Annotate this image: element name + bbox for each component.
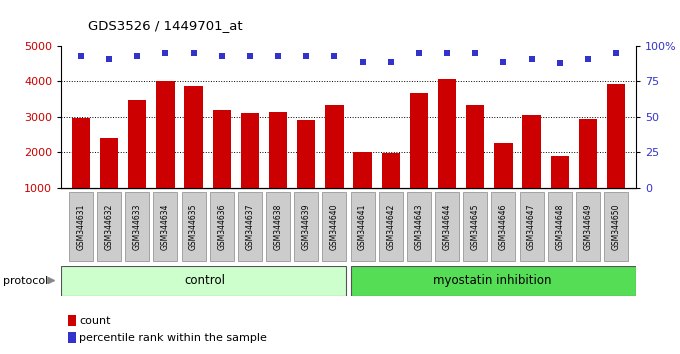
Text: GSM344642: GSM344642 [386,203,395,250]
FancyBboxPatch shape [69,192,93,261]
Text: GSM344637: GSM344637 [245,203,254,250]
FancyBboxPatch shape [520,192,543,261]
Text: GSM344645: GSM344645 [471,203,480,250]
Text: GSM344641: GSM344641 [358,203,367,250]
Text: GSM344647: GSM344647 [527,203,536,250]
FancyBboxPatch shape [322,192,346,261]
FancyBboxPatch shape [379,192,403,261]
FancyBboxPatch shape [294,192,318,261]
Bar [269,112,287,188]
Point [301,53,311,59]
Bar [241,113,259,188]
Point [132,53,143,59]
FancyBboxPatch shape [492,192,515,261]
Bar [551,156,569,188]
Point [188,50,199,56]
Text: GSM344646: GSM344646 [499,203,508,250]
Text: GDS3526 / 1449701_at: GDS3526 / 1449701_at [88,19,243,32]
Bar [381,153,400,188]
Bar [325,105,343,188]
FancyBboxPatch shape [435,192,459,261]
Text: GSM344632: GSM344632 [105,203,114,250]
Text: GSM344643: GSM344643 [414,203,424,250]
Point [103,56,114,62]
Text: GSM344638: GSM344638 [273,203,283,250]
FancyBboxPatch shape [576,192,600,261]
Point [273,53,284,59]
Bar [607,84,625,188]
FancyBboxPatch shape [182,192,205,261]
FancyBboxPatch shape [154,192,177,261]
Point [216,53,227,59]
FancyBboxPatch shape [266,192,290,261]
FancyBboxPatch shape [351,192,375,261]
Bar [579,119,597,188]
Bar [351,266,636,296]
Bar [61,266,346,296]
Bar [128,100,146,188]
Text: GSM344631: GSM344631 [76,203,86,250]
Point [413,50,424,56]
Text: GSM344640: GSM344640 [330,203,339,250]
Point [75,53,86,59]
Text: GSM344633: GSM344633 [133,203,141,250]
Text: count: count [79,316,110,326]
Bar [100,138,118,188]
Text: GSM344634: GSM344634 [161,203,170,250]
Point [357,59,368,64]
Point [526,56,537,62]
Point [498,59,509,64]
Bar [410,93,428,188]
Bar [184,86,203,188]
FancyBboxPatch shape [125,192,149,261]
Bar [156,81,175,188]
Text: GSM344635: GSM344635 [189,203,198,250]
Bar [354,152,372,188]
Point [441,50,452,56]
Bar [72,118,90,188]
Bar [68,332,76,343]
Text: GSM344649: GSM344649 [583,203,592,250]
Bar [438,79,456,188]
Text: GSM344639: GSM344639 [302,203,311,250]
Text: GSM344636: GSM344636 [217,203,226,250]
FancyBboxPatch shape [407,192,431,261]
Text: GSM344650: GSM344650 [611,203,621,250]
Text: myostatin inhibition: myostatin inhibition [433,274,551,287]
Point [611,50,622,56]
Bar [213,110,231,188]
Text: GSM344648: GSM344648 [556,203,564,250]
Point [245,53,256,59]
Point [160,50,171,56]
Point [554,60,565,66]
Bar [494,143,513,188]
Bar [522,115,541,188]
Point [583,56,594,62]
FancyBboxPatch shape [238,192,262,261]
Point [329,53,340,59]
FancyBboxPatch shape [97,192,121,261]
FancyBboxPatch shape [604,192,628,261]
Text: control: control [184,274,225,287]
FancyBboxPatch shape [209,192,234,261]
Text: protocol: protocol [3,275,49,286]
Text: GSM344644: GSM344644 [443,203,452,250]
Point [386,59,396,64]
Bar [68,315,76,326]
Point [470,50,481,56]
Bar [466,105,484,188]
Bar [297,120,316,188]
Text: percentile rank within the sample: percentile rank within the sample [79,333,267,343]
FancyBboxPatch shape [463,192,488,261]
FancyBboxPatch shape [548,192,572,261]
